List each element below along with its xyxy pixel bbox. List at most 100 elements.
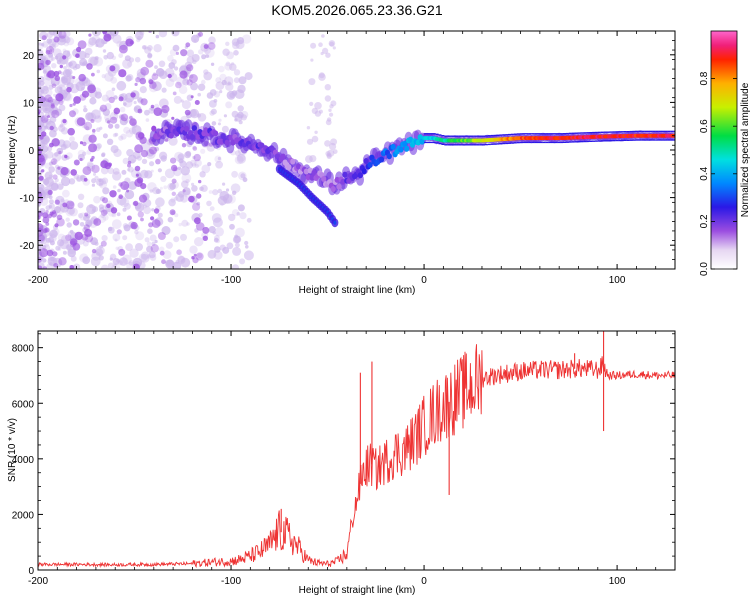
noise-blob	[226, 90, 236, 100]
noise-blob	[235, 227, 245, 238]
noise-blob	[237, 84, 246, 94]
noise-blob	[133, 200, 139, 206]
noise-blob	[171, 164, 178, 172]
colorbar-tick-label: 0.2	[699, 214, 710, 228]
noise-blob	[113, 148, 122, 158]
noise-blob	[200, 148, 206, 154]
noise-blob	[246, 217, 252, 223]
noise-blob	[52, 174, 58, 180]
noise-blob	[125, 129, 134, 138]
noise-blob	[189, 74, 194, 79]
noise-blob	[66, 82, 71, 86]
noise-blob	[226, 242, 234, 250]
ridge-rim	[661, 139, 665, 141]
noise-blob	[202, 226, 210, 234]
noise-blob	[153, 208, 160, 214]
ridge-rim	[505, 142, 509, 145]
noise-blob	[168, 62, 176, 69]
ridge-rim	[652, 139, 656, 141]
noise-blob	[60, 144, 67, 150]
noise-blob	[56, 214, 63, 221]
noise-blob	[52, 31, 62, 38]
noise-blob	[192, 59, 197, 64]
noise-blob	[151, 241, 156, 246]
noise-blob	[82, 141, 87, 147]
noise-blob	[83, 121, 93, 131]
noise-blob	[38, 109, 41, 115]
noise-blob	[125, 75, 132, 82]
noise-blob	[157, 212, 163, 218]
noise-blob	[116, 229, 122, 235]
colorbar-tick-label: 0.0	[699, 262, 710, 276]
noise-blob	[81, 87, 85, 91]
noise-blob	[91, 164, 100, 174]
noise-blob	[124, 119, 128, 124]
noise-blob	[126, 189, 130, 193]
noise-blob	[145, 59, 154, 68]
noise-blob	[116, 212, 121, 217]
ridge-rim	[531, 141, 535, 144]
ridge-rim	[447, 135, 451, 137]
ridge-rim	[424, 133, 428, 135]
noise-blob	[147, 228, 153, 234]
noise-blob	[102, 133, 108, 139]
noise-blob	[73, 159, 80, 166]
noise-blob	[113, 95, 118, 100]
colorbar-label: Normalized spectral amplitude	[740, 82, 750, 217]
noise-blob	[214, 155, 222, 163]
noise-blob	[46, 38, 53, 44]
ridge-rim	[594, 131, 598, 134]
x-tick-label: -100	[221, 275, 241, 286]
noise-blob	[141, 158, 148, 165]
ridge-rim	[496, 134, 500, 136]
ridge-rim	[435, 142, 439, 144]
ridge-rim	[560, 133, 564, 135]
noise-blob	[67, 127, 75, 136]
noise-blob	[47, 96, 54, 103]
noise-blob	[182, 189, 186, 193]
noise-blob	[146, 241, 152, 247]
ridge-rim	[525, 141, 529, 144]
ridge-point	[321, 176, 327, 182]
noise-blob	[111, 212, 117, 218]
noise-blob	[140, 253, 150, 263]
noise-blob	[53, 70, 60, 77]
noise-blob	[326, 153, 332, 159]
noise-blob	[100, 209, 108, 216]
noise-blob	[324, 84, 331, 91]
noise-blob	[181, 180, 189, 189]
noise-blob	[191, 256, 195, 260]
noise-blob	[42, 70, 47, 74]
noise-blob	[42, 216, 50, 224]
noise-blob	[77, 202, 84, 209]
noise-blob	[243, 250, 254, 261]
noise-blob	[100, 264, 109, 269]
noise-blob	[118, 53, 124, 58]
noise-blob	[234, 234, 239, 239]
noise-blob	[240, 173, 246, 179]
noise-blob	[62, 119, 67, 124]
noise-blob	[196, 193, 202, 199]
noise-blob	[238, 171, 247, 181]
noise-blob	[88, 37, 97, 46]
ridge-point	[386, 153, 392, 160]
noise-blob	[42, 258, 47, 263]
noise-blob	[41, 43, 45, 47]
noise-blob	[118, 69, 127, 78]
noise-blob	[230, 183, 241, 193]
noise-blob	[180, 166, 190, 176]
noise-blob	[165, 241, 173, 249]
noise-blob	[119, 257, 128, 266]
noise-blob	[47, 146, 53, 152]
noise-blob	[55, 204, 65, 214]
ridge-rim	[594, 140, 598, 142]
noise-blob	[96, 143, 102, 149]
noise-blob	[49, 240, 55, 246]
ridge-rim	[583, 132, 587, 134]
noise-blob	[199, 171, 206, 178]
ridge-rim	[661, 130, 665, 133]
noise-blob	[109, 65, 116, 72]
spectrogram-frame	[37, 30, 676, 270]
ridge-rim	[525, 133, 529, 135]
noise-blob	[45, 151, 54, 159]
